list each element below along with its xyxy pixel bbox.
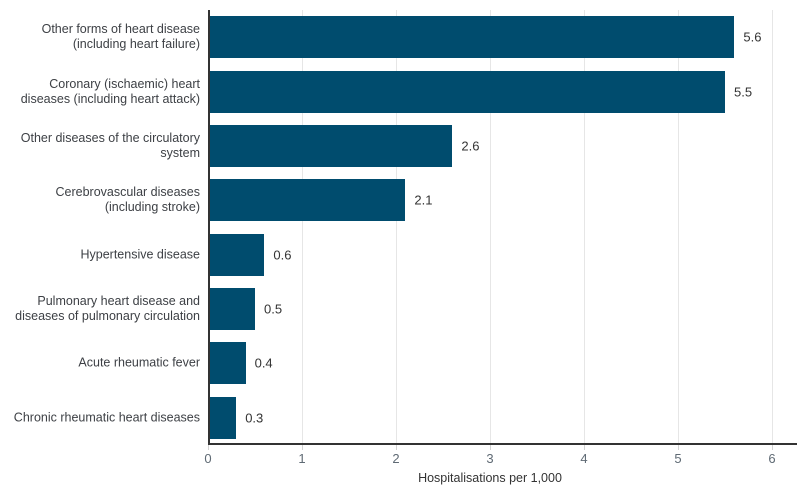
x-tick-label: 4 bbox=[580, 451, 588, 466]
x-tick-mark bbox=[678, 445, 679, 450]
x-gridline bbox=[490, 10, 491, 445]
x-tick-label: 0 bbox=[204, 451, 212, 466]
bar-value-label: 0.5 bbox=[264, 301, 283, 317]
plot-area: 5.6 5.5 2.6 2.1 0.6 0.5 0.4 0.3 bbox=[208, 10, 797, 450]
category-label-line: Hypertensive disease bbox=[80, 247, 200, 262]
y-axis-category-labels: Other forms of heart disease (including h… bbox=[0, 10, 204, 445]
category-label-line: Chronic rheumatic heart diseases bbox=[13, 410, 200, 425]
x-gridline bbox=[772, 10, 773, 445]
category-label-line: Cerebrovascular diseases bbox=[55, 185, 200, 200]
x-tick-mark bbox=[396, 445, 397, 450]
category-label-line: Coronary (ischaemic) heart bbox=[49, 76, 200, 91]
bar-value-label: 0.3 bbox=[245, 410, 264, 426]
category-label: Pulmonary heart disease and diseases of p… bbox=[15, 294, 200, 324]
x-tick-mark bbox=[584, 445, 585, 450]
category-label-line: (including stroke) bbox=[104, 200, 200, 215]
bar bbox=[208, 179, 406, 222]
x-tick-label: 6 bbox=[768, 451, 776, 466]
category-label: Other diseases of the circulatory system bbox=[21, 131, 200, 161]
category-label: Chronic rheumatic heart diseases bbox=[14, 410, 200, 425]
x-tick-mark bbox=[302, 445, 303, 450]
bar bbox=[208, 70, 725, 113]
x-tick-label: 3 bbox=[486, 451, 494, 466]
x-tick-mark bbox=[208, 445, 209, 450]
category-label: Coronary (ischaemic) heart diseases (incl… bbox=[21, 77, 200, 107]
category-label-line: Pulmonary heart disease and bbox=[37, 294, 200, 309]
bar bbox=[208, 124, 453, 167]
bar bbox=[208, 396, 237, 439]
x-tick-label: 2 bbox=[392, 451, 400, 466]
bar-value-label: 5.6 bbox=[743, 29, 762, 45]
bar bbox=[208, 16, 735, 59]
x-gridline bbox=[678, 10, 679, 445]
category-label: Cerebrovascular diseases (including strok… bbox=[55, 185, 200, 215]
x-gridline bbox=[396, 10, 397, 445]
bar bbox=[208, 342, 246, 385]
category-label-line: system bbox=[160, 145, 200, 160]
x-tick-label: 1 bbox=[298, 451, 306, 466]
x-tick-mark bbox=[490, 445, 491, 450]
x-axis-tick-labels: 0 1 2 3 4 5 6 bbox=[204, 451, 797, 469]
bar-value-label: 0.6 bbox=[273, 247, 292, 263]
category-label: Other forms of heart disease (including h… bbox=[42, 22, 200, 52]
x-axis-line bbox=[208, 443, 797, 445]
bar-value-label: 2.6 bbox=[461, 138, 480, 154]
category-label: Acute rheumatic fever bbox=[78, 356, 200, 371]
x-tick-label: 5 bbox=[674, 451, 682, 466]
x-gridline bbox=[584, 10, 585, 445]
x-tick-mark bbox=[772, 445, 773, 450]
category-label: Hypertensive disease bbox=[80, 247, 200, 262]
category-label-line: (including heart failure) bbox=[72, 37, 200, 52]
x-gridline bbox=[302, 10, 303, 445]
bar-value-label: 5.5 bbox=[734, 84, 753, 100]
bar bbox=[208, 233, 265, 276]
category-label-line: diseases of pulmonary circulation bbox=[15, 309, 200, 324]
category-label-line: Other diseases of the circulatory bbox=[20, 130, 200, 145]
bar-value-label: 2.1 bbox=[414, 192, 433, 208]
category-label-line: Acute rheumatic fever bbox=[78, 355, 200, 370]
bar bbox=[208, 288, 255, 331]
bar-value-label: 0.4 bbox=[254, 355, 273, 371]
x-axis-title: Hospitalisations per 1,000 bbox=[418, 471, 562, 485]
y-axis-line bbox=[208, 10, 210, 445]
category-label-line: diseases (including heart attack) bbox=[20, 91, 200, 106]
category-label-line: Other forms of heart disease bbox=[41, 22, 200, 37]
